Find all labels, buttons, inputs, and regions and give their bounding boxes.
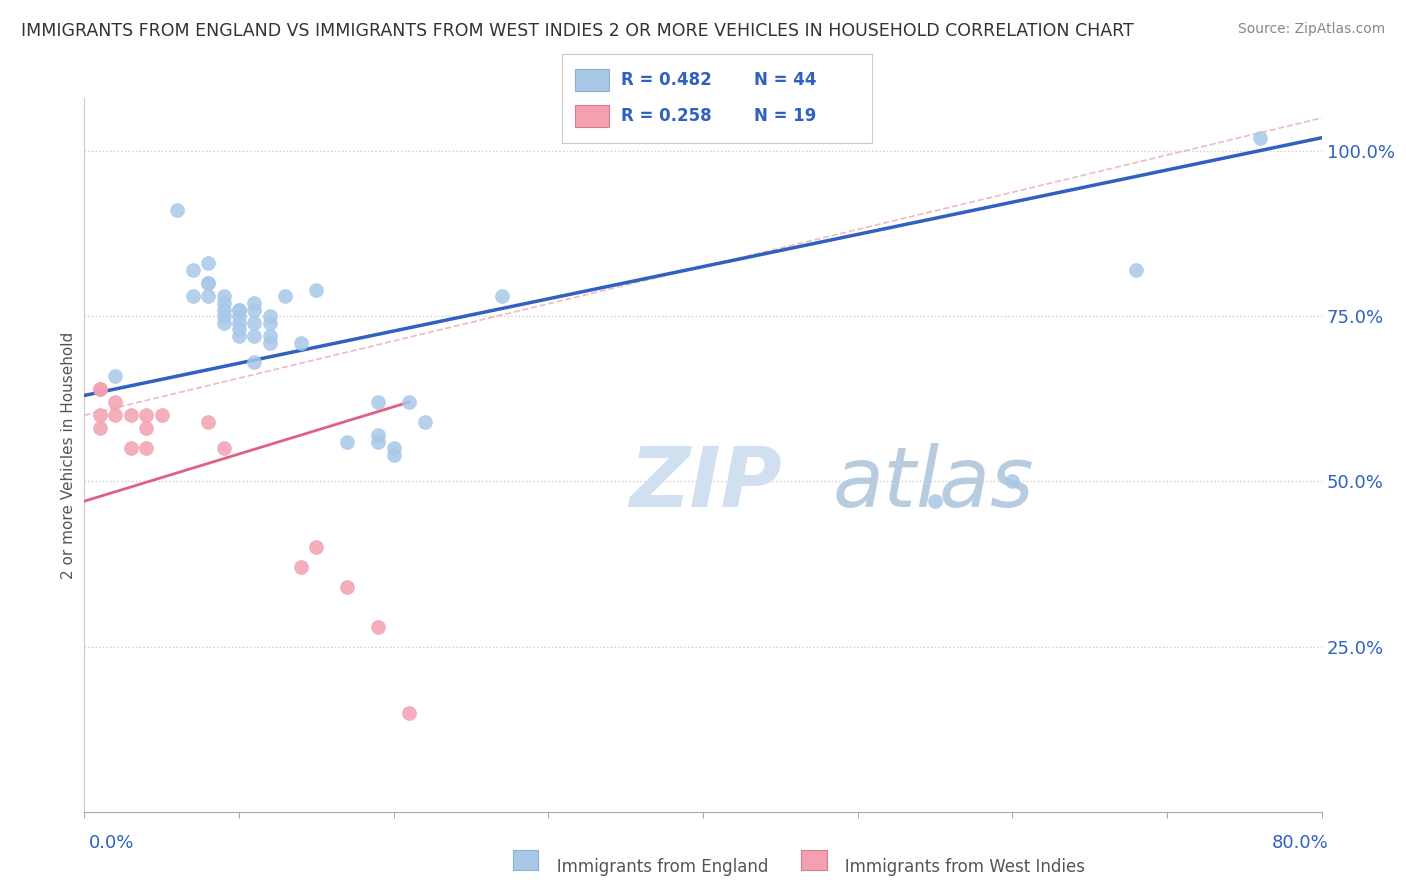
Point	[1249, 130, 1271, 145]
Point	[89, 382, 111, 396]
Point	[290, 335, 312, 350]
Y-axis label: 2 or more Vehicles in Household: 2 or more Vehicles in Household	[60, 331, 76, 579]
Text: R = 0.482: R = 0.482	[621, 71, 711, 89]
Point	[212, 289, 235, 303]
Point	[398, 706, 420, 720]
Text: Source: ZipAtlas.com: Source: ZipAtlas.com	[1237, 22, 1385, 37]
Point	[120, 409, 142, 423]
Point	[382, 442, 405, 456]
Point	[924, 494, 946, 508]
Text: N = 19: N = 19	[754, 107, 817, 125]
Point	[228, 309, 250, 323]
Point	[89, 421, 111, 435]
Point	[1125, 263, 1147, 277]
Point	[367, 434, 389, 449]
Point	[243, 355, 266, 369]
Text: IMMIGRANTS FROM ENGLAND VS IMMIGRANTS FROM WEST INDIES 2 OR MORE VEHICLES IN HOU: IMMIGRANTS FROM ENGLAND VS IMMIGRANTS FR…	[21, 22, 1133, 40]
Point	[228, 316, 250, 330]
Point	[274, 289, 297, 303]
Text: N = 44: N = 44	[754, 71, 817, 89]
Text: 0.0%: 0.0%	[89, 834, 134, 852]
Point	[367, 620, 389, 634]
Point	[104, 395, 127, 409]
Text: ZIP: ZIP	[628, 443, 782, 524]
Text: R = 0.258: R = 0.258	[621, 107, 711, 125]
Point	[212, 316, 235, 330]
Point	[336, 434, 359, 449]
Point	[382, 448, 405, 462]
Point	[259, 335, 281, 350]
Point	[104, 368, 127, 383]
Point	[1001, 475, 1024, 489]
Point	[150, 409, 173, 423]
Point	[135, 421, 157, 435]
Point	[104, 409, 127, 423]
Text: 80.0%: 80.0%	[1272, 834, 1329, 852]
Point	[228, 322, 250, 336]
Point	[197, 276, 219, 290]
Point	[135, 409, 157, 423]
Point	[135, 442, 157, 456]
Point	[243, 329, 266, 343]
Point	[259, 329, 281, 343]
Point	[166, 203, 188, 218]
Point	[197, 415, 219, 429]
Point	[367, 395, 389, 409]
Point	[305, 541, 328, 555]
Point	[212, 442, 235, 456]
Point	[89, 382, 111, 396]
Point	[181, 289, 204, 303]
Point	[398, 395, 420, 409]
Point	[228, 329, 250, 343]
Point	[197, 276, 219, 290]
Point	[367, 428, 389, 442]
Bar	[575, 105, 609, 128]
Point	[259, 309, 281, 323]
Point	[181, 263, 204, 277]
Point	[212, 296, 235, 310]
Point	[290, 560, 312, 574]
Point	[120, 442, 142, 456]
Point	[491, 289, 513, 303]
Point	[212, 302, 235, 317]
Point	[212, 309, 235, 323]
Bar	[575, 70, 609, 92]
Point	[243, 316, 266, 330]
Text: Immigrants from West Indies: Immigrants from West Indies	[808, 858, 1085, 876]
Point	[197, 256, 219, 270]
Point	[305, 283, 328, 297]
Point	[243, 302, 266, 317]
Point	[413, 415, 436, 429]
Point	[259, 316, 281, 330]
Point	[197, 289, 219, 303]
Point	[228, 302, 250, 317]
Point	[243, 296, 266, 310]
Text: atlas: atlas	[832, 443, 1035, 524]
Point	[89, 409, 111, 423]
Text: Immigrants from England: Immigrants from England	[520, 858, 769, 876]
Point	[336, 580, 359, 594]
Point	[228, 302, 250, 317]
